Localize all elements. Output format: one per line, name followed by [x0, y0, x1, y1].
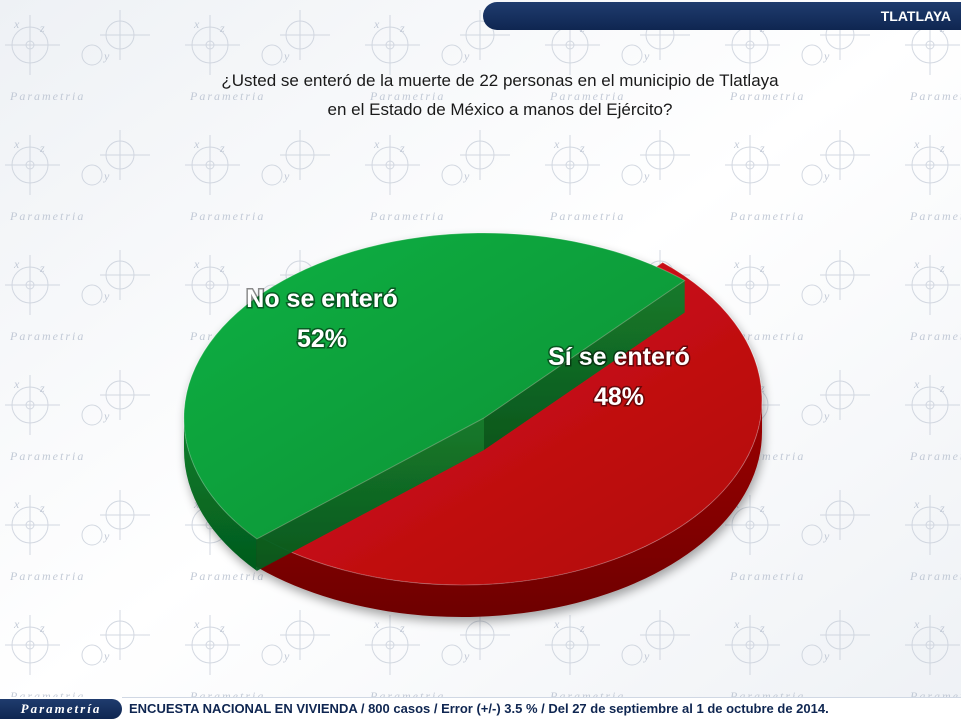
footer-divider [122, 697, 961, 698]
footer-brand-logo: Parametría [0, 699, 122, 719]
question-line-2: en el Estado de México a manos del Ejérc… [327, 100, 673, 119]
footer-methodology-note: ENCUESTA NACIONAL EN VIVIENDA / 800 caso… [129, 701, 829, 716]
slice-si-se-entero-top [183, 232, 686, 540]
slice-no-se-entero-side [234, 400, 762, 618]
slice-label-si-se-entero: Sí se enteró [548, 343, 690, 371]
question-line-1: ¿Usted se enteró de la muerte de 22 pers… [221, 71, 779, 90]
topic-tag: TLATLAYA [483, 2, 961, 30]
slice-si-se-entero [183, 232, 686, 571]
slice-value-si-se-entero: 48% [594, 383, 644, 411]
chart-question: ¿Usted se enteró de la muerte de 22 pers… [100, 66, 900, 124]
header-band: TLATLAYA [0, 0, 961, 30]
slice-si-se-entero-cut-face-2 [484, 280, 685, 450]
slice-si-se-entero-side [184, 418, 257, 571]
slice-label-no-se-entero: No se enteró [246, 285, 397, 313]
slice-si-se-entero-cut-face-1 [256, 418, 484, 571]
slice-value-no-se-entero: 52% [297, 325, 347, 353]
footer: Parametría ENCUESTA NACIONAL EN VIVIENDA… [0, 697, 961, 721]
